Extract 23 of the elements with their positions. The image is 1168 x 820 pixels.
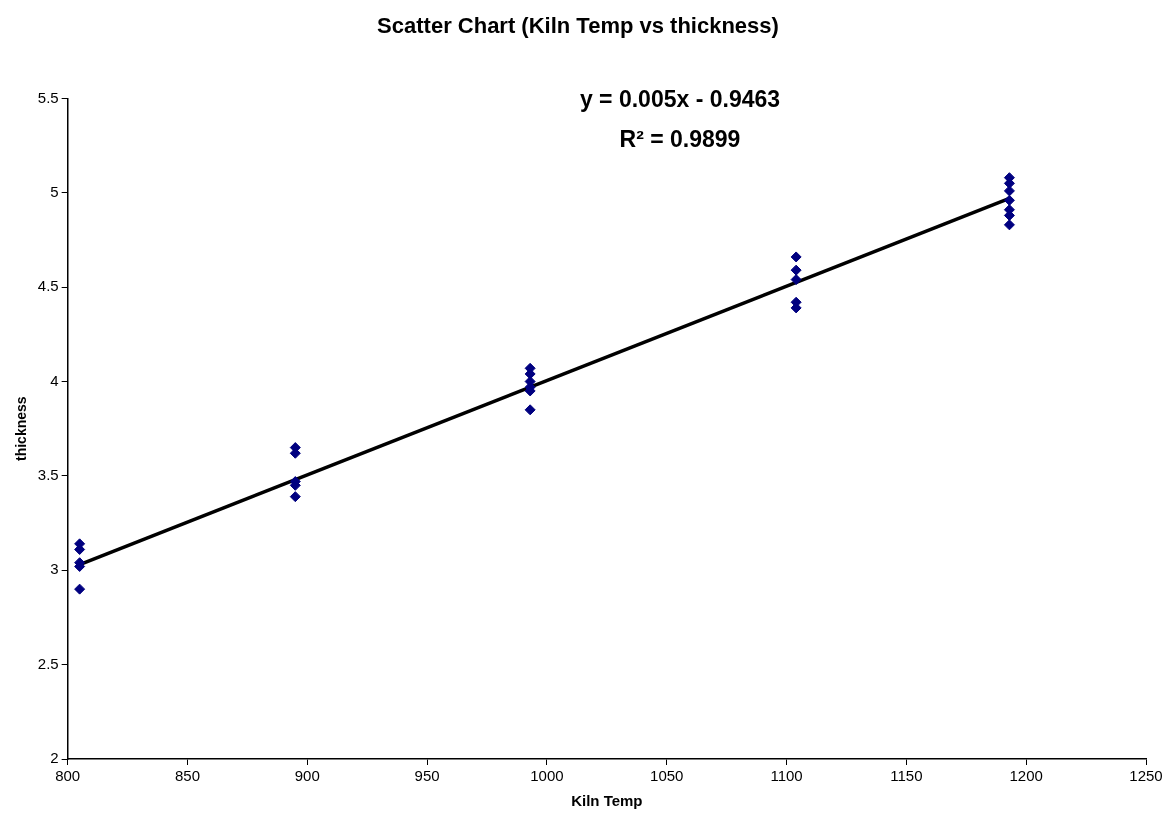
y-axis-title: thickness [13, 396, 30, 461]
x-tick-label: 1150 [890, 767, 923, 785]
x-tick-label: 1100 [770, 767, 803, 785]
x-tick-label: 900 [294, 767, 320, 785]
y-tick-label: 5 [50, 182, 59, 200]
y-tick-label: 3.5 [37, 466, 59, 484]
chart-title: Scatter Chart (Kiln Temp vs thickness) [377, 13, 779, 39]
x-tick-label: 1200 [1009, 767, 1043, 785]
y-tick-label: 3 [50, 560, 59, 578]
x-tick-label: 1000 [530, 767, 564, 785]
y-tick-label: 5.5 [37, 88, 59, 106]
annotation: R² = 0.9899 [619, 125, 741, 152]
y-tick-label: 2 [50, 749, 59, 767]
x-tick-label: 950 [414, 767, 440, 785]
x-tick-label: 850 [174, 767, 200, 785]
y-tick-label: 4.5 [37, 277, 59, 295]
annotation: y = 0.005x - 0.9463 [579, 85, 781, 112]
x-tick-label: 1250 [1129, 767, 1163, 785]
y-tick-label: 2.5 [37, 654, 59, 672]
x-tick-label: 800 [55, 767, 81, 785]
x-axis-title: Kiln Temp [571, 792, 643, 810]
y-tick-label: 4 [50, 371, 59, 389]
x-tick-label: 1050 [650, 767, 684, 785]
